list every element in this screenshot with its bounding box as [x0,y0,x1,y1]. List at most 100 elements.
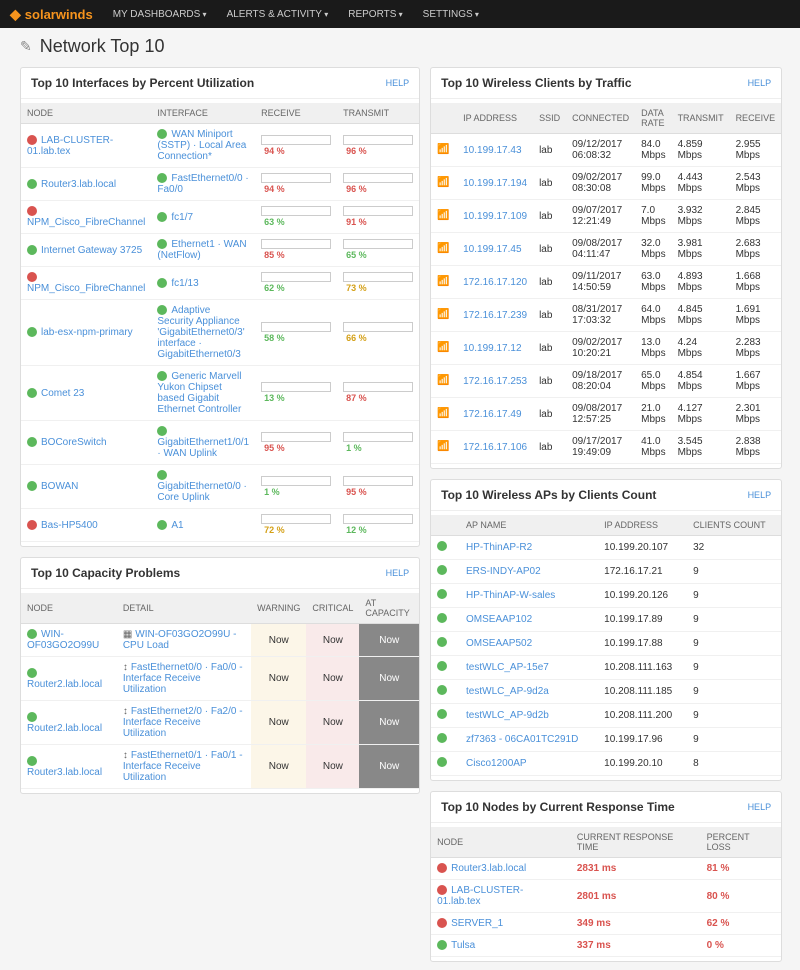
node-link[interactable]: Router3.lab.local [27,767,102,778]
brand-logo[interactable]: ◆solarwinds [10,6,93,23]
node-link[interactable]: Router2.lab.local [27,679,102,690]
ip-link[interactable]: 10.199.17.194 [463,178,527,189]
interface-link[interactable]: GigabitEthernet0/0 · Core Uplink [157,481,247,503]
interface-link[interactable]: Adaptive Security Appliance 'GigabitEthe… [157,305,244,360]
node-link[interactable]: lab-esx-npm-primary [41,327,133,338]
ap-link[interactable]: OMSEAAP102 [466,614,532,625]
th: CLIENTS COUNT [687,515,781,536]
node-link[interactable]: BOCoreSwitch [41,437,107,448]
ap-icon [437,685,447,695]
ap-link[interactable]: zf7363 - 06CA01TC291D [466,734,578,745]
ip-link[interactable]: 10.199.17.43 [463,145,521,156]
capacity-table: NODE DETAIL WARNING CRITICAL AT CAPACITY… [21,593,419,789]
node-link[interactable]: Router3.lab.local [451,863,526,874]
nav-settings[interactable]: SETTINGS [423,9,479,20]
ap-link[interactable]: OMSEAAP502 [466,638,532,649]
detail-link[interactable]: FastEthernet0/1 · Fa0/1 - Interface Rece… [123,750,243,783]
help-link[interactable]: HELP [748,490,772,500]
detail-link[interactable]: FastEthernet2/0 · Fa2/0 - Interface Rece… [123,706,243,739]
client-count: 32 [687,536,781,560]
node-link[interactable]: LAB-CLUSTER-01.lab.tex [437,885,523,907]
status-icon [27,206,37,216]
response-time: 2831 ms [571,858,701,880]
ap-link[interactable]: HP-ThinAP-R2 [466,542,532,553]
table-row: lab-esx-npm-primary Adaptive Security App… [21,300,419,366]
receive: 2.683 Mbps [730,233,782,266]
status-icon [157,371,167,381]
ap-link[interactable]: Cisco1200AP [466,758,527,769]
interface-link[interactable]: Generic Marvell Yukon Chipset based Giga… [157,371,241,415]
ip-link[interactable]: 172.16.17.253 [463,376,527,387]
receive: 2.301 Mbps [730,398,782,431]
interface-link[interactable]: GigabitEthernet1/0/1 · WAN Uplink [157,437,249,459]
ip-link[interactable]: 172.16.17.239 [463,310,527,321]
bar-value: 87 % [346,393,367,403]
nav-reports[interactable]: REPORTS [348,9,402,20]
critical-cell: Now [306,657,359,701]
ip-link[interactable]: 172.16.17.120 [463,277,527,288]
node-link[interactable]: Tulsa [451,940,475,951]
client-count: 9 [687,632,781,656]
help-link[interactable]: HELP [748,802,772,812]
receive: 1.668 Mbps [730,266,782,299]
node-link[interactable]: BOWAN [41,481,78,492]
ip-link[interactable]: 10.199.17.109 [463,211,527,222]
node-link[interactable]: Router3.lab.local [41,179,116,190]
node-link[interactable]: Bas-HP5400 [41,520,98,531]
status-icon [157,239,167,249]
transmit: 4.854 Mbps [672,365,730,398]
client-count: 9 [687,608,781,632]
ap-link[interactable]: testWLC_AP-9d2b [466,710,549,721]
nav-dashboards[interactable]: MY DASHBOARDS [113,9,207,20]
interface-link[interactable]: A1 [171,520,183,531]
interface-link[interactable]: FastEthernet0/0 · Fa0/0 [157,173,248,195]
help-link[interactable]: HELP [386,78,410,88]
edit-icon[interactable]: ✎ [20,38,32,55]
help-link[interactable]: HELP [748,78,772,88]
th: CRITICAL [306,593,359,624]
ap-link[interactable]: ERS-INDY-AP02 [466,566,541,577]
table-row: 📶10.199.17.45lab09/08/2017 04:11:4732.0 … [431,233,781,266]
th: CONNECTED [566,103,635,134]
ip-link[interactable]: 10.199.17.12 [463,343,521,354]
detail-link[interactable]: FastEthernet0/0 · Fa0/0 - Interface Rece… [123,662,243,695]
atcapacity-cell: Now [359,701,419,745]
node-link[interactable]: Router2.lab.local [27,723,102,734]
bar-value: 96 % [346,184,367,194]
percent-loss: 62 % [701,913,781,935]
ip-link[interactable]: 172.16.17.106 [463,442,527,453]
help-link[interactable]: HELP [386,568,410,578]
panel-wireless-aps: Top 10 Wireless APs by Clients Count HEL… [430,479,782,781]
status-icon [27,437,37,447]
ap-link[interactable]: HP-ThinAP-W-sales [466,590,555,601]
status-icon [437,885,447,895]
table-row: Bas-HP5400A172 %12 % [21,509,419,542]
interface-link[interactable]: WAN Miniport (SSTP) · Local Area Connect… [157,129,246,162]
node-link[interactable]: Comet 23 [41,388,84,399]
status-icon [27,179,37,189]
th: IP ADDRESS [457,103,533,134]
status-icon [157,212,167,222]
node-link[interactable]: NPM_Cisco_FibreChannel [27,217,145,228]
interface-link[interactable]: Ethernet1 · WAN (NetFlow) [157,239,246,261]
transmit: 4.127 Mbps [672,398,730,431]
connected: 09/12/2017 06:08:32 [566,134,635,167]
node-link[interactable]: LAB-CLUSTER-01.lab.tex [27,135,113,157]
node-link[interactable]: SERVER_1 [451,918,503,929]
bar-value: 66 % [346,333,367,343]
interface-link[interactable]: fc1/7 [171,212,193,223]
bar-value: 94 % [264,184,285,194]
interface-link[interactable]: fc1/13 [171,278,198,289]
status-icon [27,668,37,678]
ip-link[interactable]: 10.199.17.45 [463,244,521,255]
bar [343,173,413,183]
ip-link[interactable]: 172.16.17.49 [463,409,521,420]
ap-link[interactable]: testWLC_AP-15e7 [466,662,549,673]
node-link[interactable]: Internet Gateway 3725 [41,245,142,256]
datarate: 13.0 Mbps [635,332,671,365]
node-link[interactable]: NPM_Cisco_FibreChannel [27,283,145,294]
brand-text: solarwinds [25,7,93,22]
nav-alerts[interactable]: ALERTS & ACTIVITY [227,9,329,20]
ap-ip: 10.199.17.88 [598,632,687,656]
ap-link[interactable]: testWLC_AP-9d2a [466,686,549,697]
